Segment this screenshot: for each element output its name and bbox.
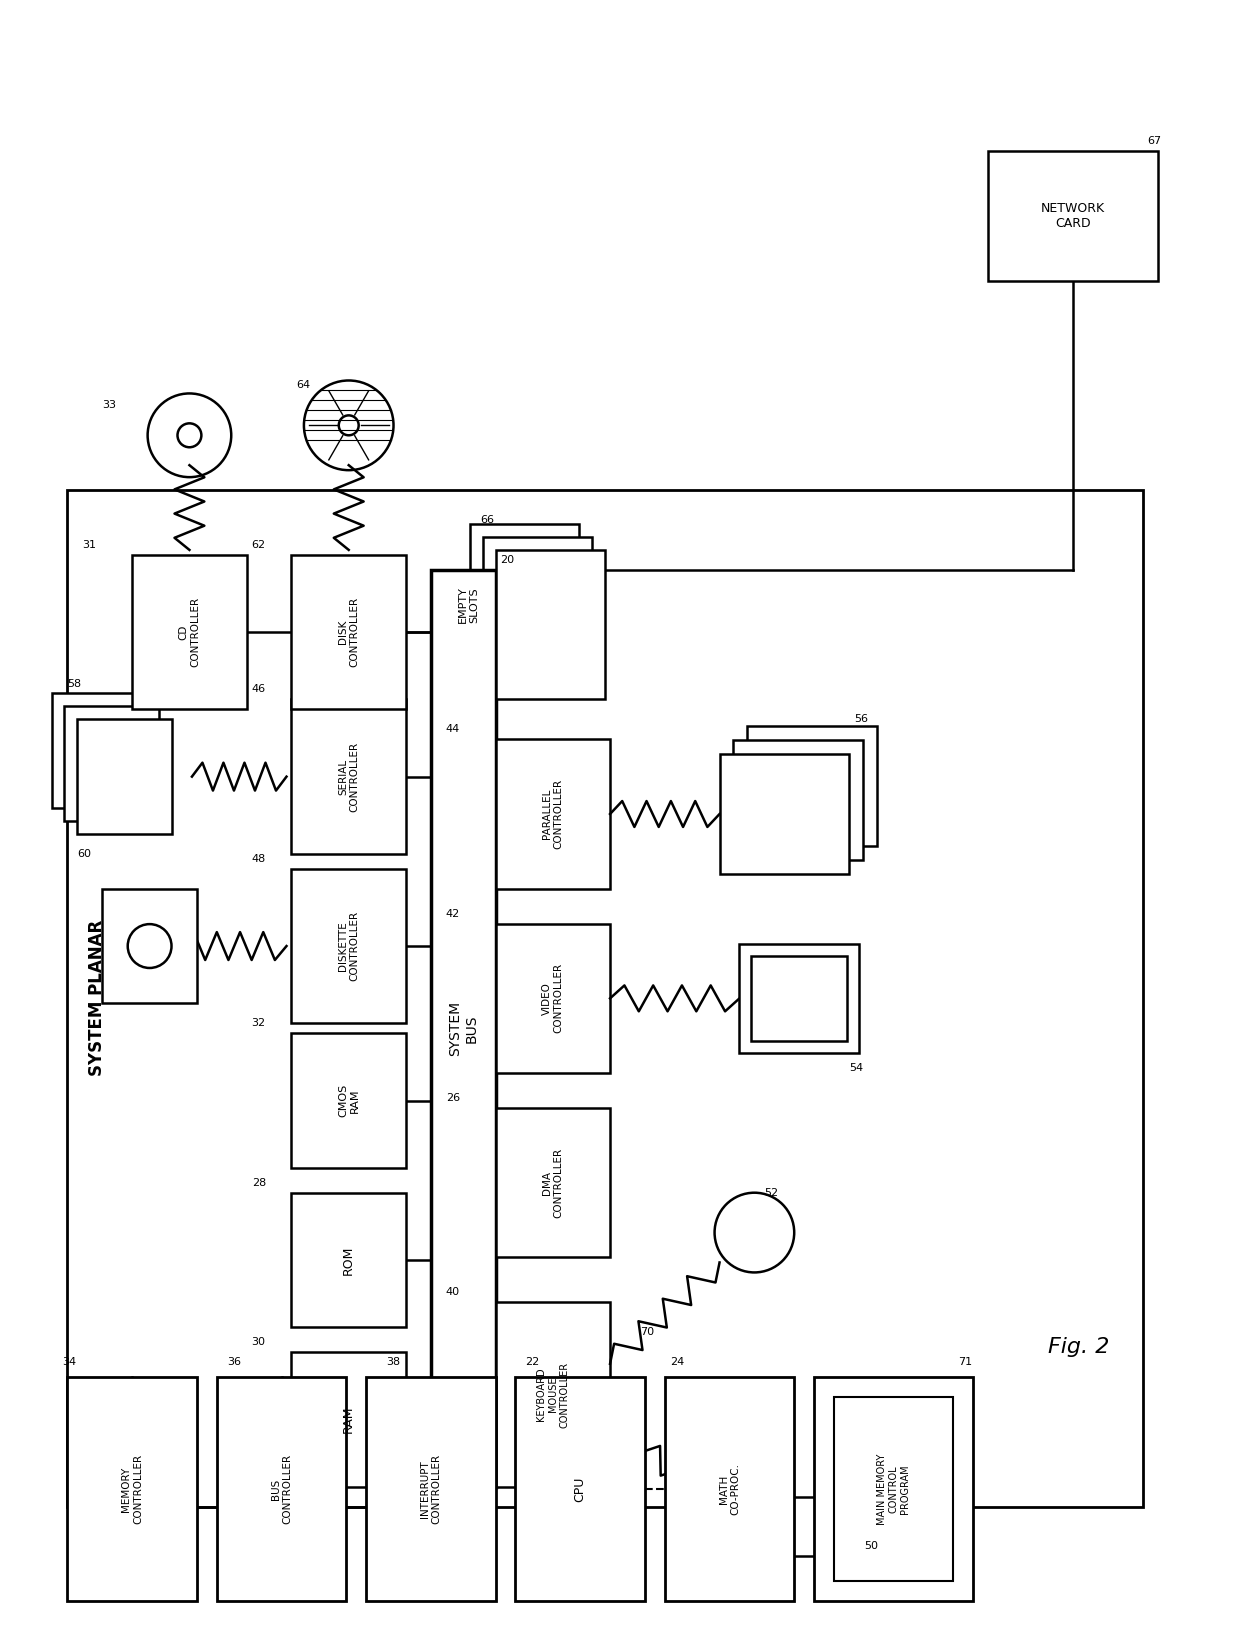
Bar [366,1377,496,1601]
Text: 34: 34 [62,1357,77,1367]
Text: 71: 71 [959,1357,972,1367]
Bar [77,720,172,834]
Text: INTERRUPT
CONTROLLER: INTERRUPT CONTROLLER [420,1455,441,1525]
Text: 50: 50 [864,1541,878,1551]
Text: 32: 32 [252,1018,265,1028]
Bar [291,699,405,854]
Bar [734,740,863,860]
Bar [739,943,859,1054]
Bar [217,1377,346,1601]
Bar [470,525,579,673]
Bar [496,1302,610,1487]
Bar [516,1377,645,1601]
Text: PARALLEL
CONTROLLER: PARALLEL CONTROLLER [542,779,564,849]
Text: 28: 28 [252,1178,265,1188]
Text: NETWORK
CARD: NETWORK CARD [1040,202,1105,230]
Bar [67,1377,197,1601]
Text: 54: 54 [849,1064,863,1074]
Bar [291,868,405,1023]
Text: DISK
CONTROLLER: DISK CONTROLLER [339,598,360,668]
Text: 33: 33 [103,401,117,411]
Text: 60: 60 [77,849,92,858]
Bar [739,1497,879,1556]
Text: 30: 30 [252,1337,265,1347]
Text: 67: 67 [1148,137,1162,147]
Bar [496,924,610,1074]
Bar [103,889,197,1003]
Bar [751,956,847,1041]
Text: MEMORY
CONTROLLER: MEMORY CONTROLLER [122,1455,143,1525]
Text: 26: 26 [446,1093,460,1103]
Bar [665,1377,794,1601]
Text: SYSTEM PLANAR: SYSTEM PLANAR [88,920,107,1077]
Text: 36: 36 [227,1357,241,1367]
Text: BUS
CONTROLLER: BUS CONTROLLER [270,1455,293,1525]
Text: 20: 20 [501,555,515,565]
Text: SERIAL
CONTROLLER: SERIAL CONTROLLER [339,741,360,811]
Text: 62: 62 [252,539,265,551]
Text: 40: 40 [446,1287,460,1297]
Text: DISKETTE
CONTROLLER: DISKETTE CONTROLLER [339,911,360,981]
Text: SYSTEM
BUS: SYSTEM BUS [448,1000,479,1056]
Text: CD
CONTROLLER: CD CONTROLLER [179,598,200,668]
Text: 52: 52 [764,1188,779,1197]
Bar [835,1398,954,1582]
Text: KEYBOARD
MOUSE
CONTROLLER: KEYBOARD MOUSE CONTROLLER [536,1362,569,1427]
Bar [291,1352,405,1487]
Text: CMOS
RAM: CMOS RAM [339,1083,360,1117]
Bar [133,555,247,709]
Text: 38: 38 [386,1357,401,1367]
Text: DMA
CONTROLLER: DMA CONTROLLER [542,1148,564,1218]
Bar [291,1033,405,1168]
Bar [67,490,1142,1507]
Bar [815,1377,973,1601]
Text: MATH
CO-PROC.: MATH CO-PROC. [719,1463,740,1515]
Text: 24: 24 [670,1357,684,1367]
Bar [496,1108,610,1258]
Bar [988,151,1158,280]
Bar [496,740,610,889]
Bar [52,694,146,808]
Bar [291,555,405,709]
Text: 70: 70 [640,1328,653,1337]
Text: 42: 42 [446,909,460,919]
Bar [719,754,849,873]
Text: 64: 64 [296,381,310,391]
Text: CPU: CPU [574,1476,587,1502]
Bar [748,727,877,845]
Text: 44: 44 [446,725,460,735]
Text: 56: 56 [854,715,868,725]
Bar [64,707,159,821]
Text: MAIN MEMORY
CONTROL
PROGRAM: MAIN MEMORY CONTROL PROGRAM [877,1453,910,1525]
Bar [482,538,593,686]
Text: 58: 58 [67,679,82,689]
Text: 46: 46 [252,684,265,694]
Bar [430,570,496,1487]
Bar [291,1192,405,1328]
Text: 22: 22 [526,1357,539,1367]
Text: ROM: ROM [342,1245,355,1274]
Text: VIDEO
CONTROLLER: VIDEO CONTROLLER [542,963,564,1033]
Text: 31: 31 [82,539,97,551]
Text: RAM: RAM [342,1406,355,1434]
Bar [496,551,605,699]
Text: EMPTY
SLOTS: EMPTY SLOTS [458,586,479,624]
Text: 48: 48 [252,854,265,863]
Text: 66: 66 [481,515,495,525]
Text: Fig. 2: Fig. 2 [1048,1337,1110,1357]
